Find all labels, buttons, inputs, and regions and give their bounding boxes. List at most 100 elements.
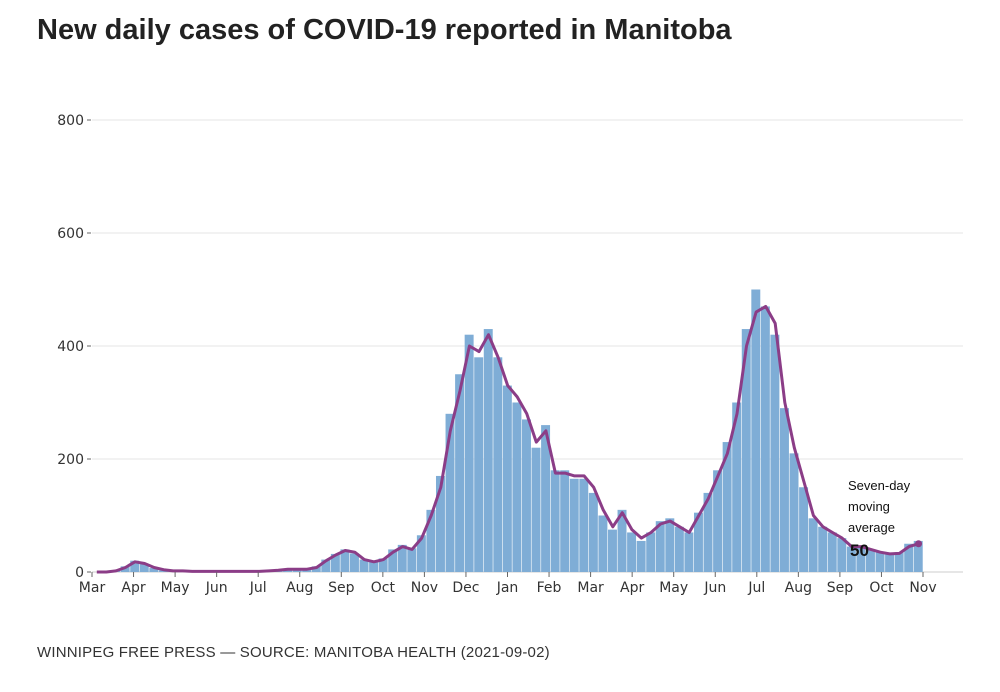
bar: [799, 487, 809, 572]
x-tick-label: Jul: [249, 580, 267, 596]
bar: [349, 553, 359, 572]
x-tick-label: Apr: [121, 580, 145, 596]
bar: [531, 447, 541, 572]
bar: [818, 526, 828, 572]
bar: [674, 526, 684, 572]
bar: [713, 470, 723, 572]
bar: [435, 475, 445, 572]
x-tick-label: Jun: [205, 580, 228, 596]
y-tick-label: 0: [75, 565, 84, 581]
bar: [426, 509, 436, 572]
bar: [369, 561, 379, 572]
x-tick-label: Mar: [79, 580, 106, 596]
bar: [703, 492, 713, 572]
bar: [378, 558, 388, 572]
x-tick-label: Sep: [827, 580, 854, 596]
source-credit: WINNIPEG FREE PRESS — SOURCE: MANITOBA H…: [37, 644, 550, 661]
bar: [646, 532, 656, 572]
bar: [808, 518, 818, 572]
bar: [837, 538, 847, 572]
x-tick-label: Sep: [328, 580, 355, 596]
bar: [445, 413, 455, 572]
x-tick-label: Oct: [869, 580, 894, 596]
bar: [550, 470, 560, 572]
bar: [397, 544, 407, 572]
annotation-label: average: [848, 520, 895, 535]
bar: [760, 306, 770, 572]
bar: [627, 532, 637, 572]
bar: [455, 374, 465, 572]
bar: [636, 540, 646, 572]
x-tick-label: May: [659, 580, 688, 596]
bar: [913, 540, 923, 572]
bar: [464, 334, 474, 572]
bar: [665, 518, 675, 572]
moving-average-line: [96, 304, 919, 574]
bar: [856, 546, 866, 572]
annotation-label: Seven-day: [848, 478, 911, 493]
annotation-value: 50: [850, 541, 869, 560]
bar: [483, 329, 493, 572]
bar: [904, 543, 914, 572]
x-tick-label: Mar: [577, 580, 604, 596]
moving-average-endpoint: [915, 540, 923, 548]
bar: [321, 559, 331, 572]
bar: [779, 408, 789, 572]
x-tick-label: Nov: [411, 580, 438, 596]
bar: [521, 419, 531, 572]
bar: [359, 559, 369, 572]
bar: [130, 560, 140, 572]
y-tick-label: 600: [57, 226, 84, 242]
x-tick-label: Oct: [371, 580, 396, 596]
bar: [569, 478, 579, 572]
x-tick-label: Jan: [496, 580, 519, 596]
bar: [684, 532, 694, 572]
bar: [541, 425, 551, 572]
bar: [512, 402, 522, 572]
bar: [560, 470, 570, 572]
bar: [865, 549, 875, 572]
x-tick-label: Jun: [703, 580, 726, 596]
bar: [330, 553, 340, 572]
bar: [732, 402, 742, 572]
x-tick-label: Feb: [537, 580, 562, 596]
bar: [598, 515, 608, 572]
bar: [789, 453, 799, 572]
bar: [388, 549, 398, 572]
bar: [588, 492, 598, 572]
bar: [311, 566, 321, 572]
bar: [693, 512, 703, 572]
x-tick-label: May: [161, 580, 190, 596]
chart-title: New daily cases of COVID-19 reported in …: [37, 14, 732, 46]
bar: [474, 357, 484, 572]
bar: [885, 553, 895, 572]
bar: [493, 357, 503, 572]
bar: [617, 509, 627, 572]
bar: [416, 535, 426, 572]
bar: [407, 548, 417, 572]
x-tick-label: Nov: [909, 580, 936, 596]
annotation-label: moving: [848, 499, 890, 514]
bar: [770, 334, 780, 572]
bar: [894, 552, 904, 572]
x-tick-label: Aug: [785, 580, 812, 596]
bar: [149, 568, 159, 572]
x-tick-label: Dec: [452, 580, 479, 596]
x-tick-label: Jul: [747, 580, 765, 596]
bar: [340, 549, 350, 572]
bar: [741, 329, 751, 572]
bar: [607, 529, 617, 572]
bar: [751, 289, 761, 572]
bar: [502, 385, 512, 572]
y-tick-label: 400: [57, 339, 84, 355]
bar: [579, 478, 589, 572]
bar: [875, 552, 885, 572]
x-tick-label: Apr: [620, 580, 644, 596]
bar: [827, 532, 837, 572]
bar: [846, 546, 856, 572]
y-tick-label: 800: [57, 113, 84, 129]
y-tick-label: 200: [57, 452, 84, 468]
bar: [139, 564, 149, 572]
x-tick-label: Aug: [286, 580, 313, 596]
